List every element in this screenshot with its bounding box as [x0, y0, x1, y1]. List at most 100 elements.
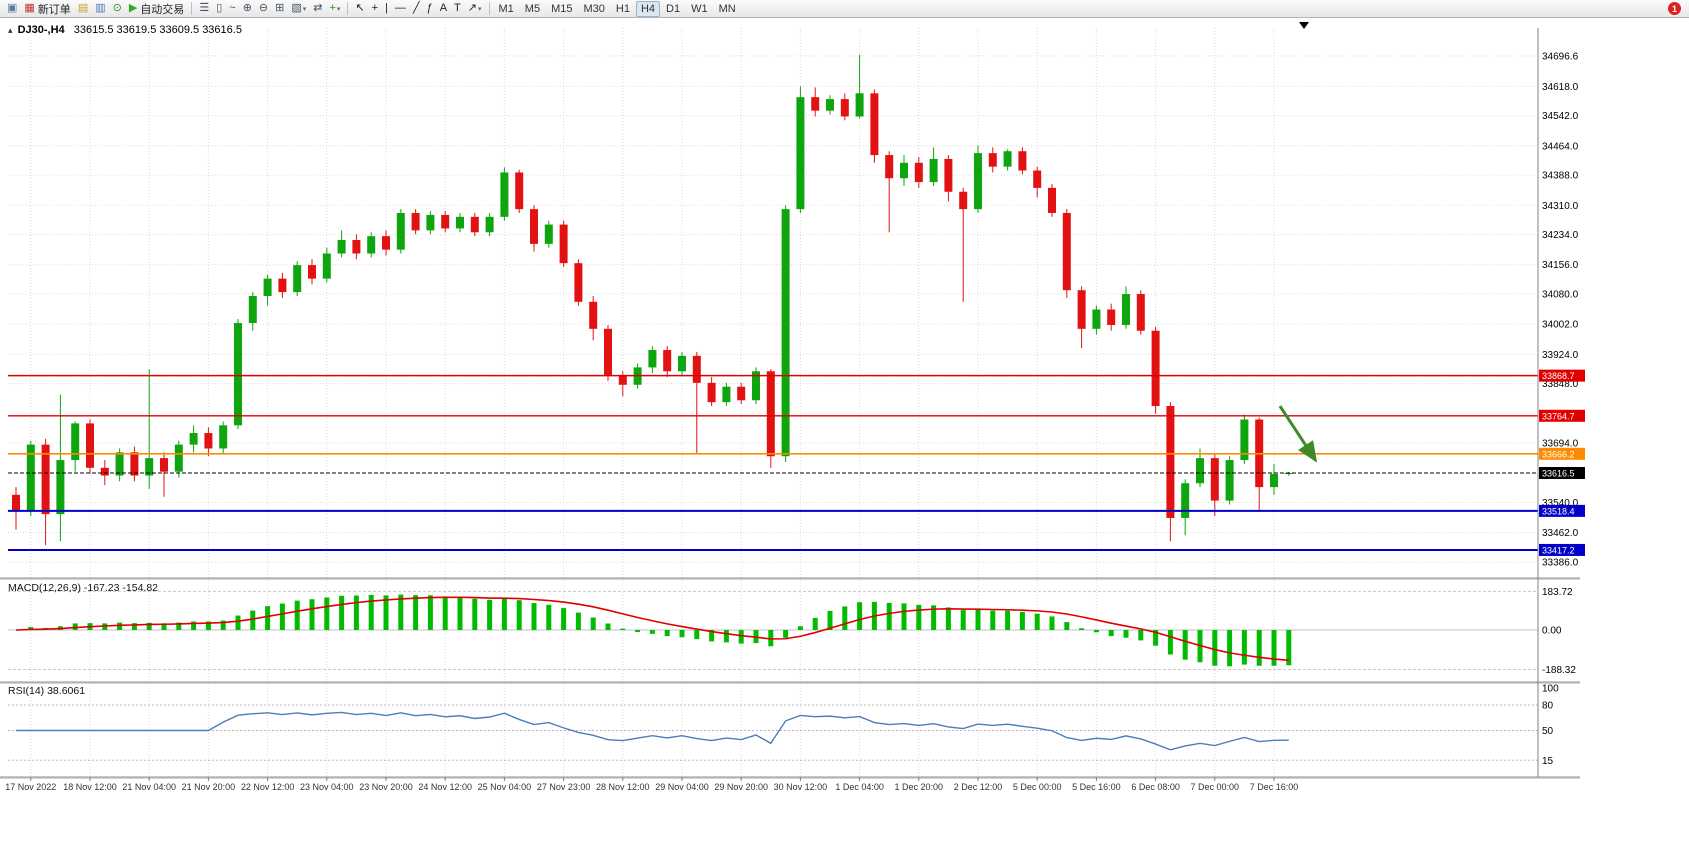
- svg-text:100: 100: [1542, 684, 1559, 695]
- dropdown-caret-icon: ▾: [336, 5, 341, 13]
- chart-window: 34696.6 34618.0 34542.0 34464.0 34388.0 34310…: [0, 18, 1689, 857]
- horizontal-line-icon[interactable]: —: [394, 2, 406, 14]
- svg-text:34618.0: 34618.0: [1542, 82, 1579, 93]
- svg-text:18 Nov 12:00: 18 Nov 12:00: [63, 782, 117, 792]
- arrows-icon[interactable]: ↗ ▾: [467, 2, 482, 14]
- svg-text:5 Dec 00:00: 5 Dec 00:00: [1013, 782, 1062, 792]
- svg-text:33518.4: 33518.4: [1542, 506, 1575, 516]
- svg-text:33386.0: 33386.0: [1542, 557, 1579, 568]
- dropdown-caret-icon: ▾: [478, 5, 482, 13]
- svg-text:30 Nov 12:00: 30 Nov 12:00: [774, 782, 828, 792]
- svg-text:34464.0: 34464.0: [1542, 141, 1579, 152]
- svg-text:5 Dec 16:00: 5 Dec 16:00: [1072, 782, 1121, 792]
- zoom-in-icon[interactable]: ⊕: [242, 2, 252, 14]
- svg-text:21 Nov 20:00: 21 Nov 20:00: [182, 782, 236, 792]
- text-icon[interactable]: A: [439, 2, 448, 14]
- svg-text:24 Nov 12:00: 24 Nov 12:00: [418, 782, 472, 792]
- timeframe-d1[interactable]: D1: [666, 2, 681, 15]
- svg-text:15: 15: [1542, 756, 1554, 767]
- timeframe-m1[interactable]: M1: [498, 2, 514, 15]
- bar-chart-type-icon[interactable]: ☰: [199, 2, 210, 14]
- auto-scroll-icon[interactable]: ⇄: [313, 2, 323, 14]
- svg-text:34156.0: 34156.0: [1542, 260, 1579, 271]
- timeframe-h4[interactable]: H4: [635, 0, 661, 17]
- svg-text:33764.7: 33764.7: [1542, 411, 1575, 421]
- timeframe-m15[interactable]: M15: [551, 2, 573, 15]
- new-order-button[interactable]: ▦ 新订单: [24, 2, 71, 16]
- autotrade-button[interactable]: ▶ 自动交易: [128, 2, 185, 16]
- fibonacci-icon[interactable]: ƒ: [426, 2, 433, 14]
- toolbar-separator: [488, 2, 490, 15]
- rsi-axis[interactable]: 100 80 50 15: [1542, 684, 1559, 767]
- trend-arrow-annotation[interactable]: [1278, 405, 1318, 463]
- scroll-marker[interactable]: [1299, 22, 1309, 29]
- charts-icon[interactable]: ▤: [77, 2, 89, 14]
- history-center-icon[interactable]: ⊙: [112, 2, 122, 14]
- macd-signal-line[interactable]: [15, 596, 1289, 662]
- svg-text:29 Nov 20:00: 29 Nov 20:00: [714, 782, 768, 792]
- vertical-line-icon[interactable]: |: [385, 2, 388, 14]
- tile-windows-icon[interactable]: ⊞: [275, 2, 285, 14]
- terminal-icon[interactable]: ▣: [7, 2, 18, 14]
- notification-badge[interactable]: 1: [1668, 2, 1681, 15]
- svg-text:34388.0: 34388.0: [1542, 171, 1579, 182]
- svg-text:33868.7: 33868.7: [1542, 371, 1575, 381]
- svg-text:34002.0: 34002.0: [1542, 320, 1579, 331]
- timeframe-w1[interactable]: W1: [691, 2, 708, 15]
- svg-text:33540.0: 33540.0: [1542, 498, 1579, 509]
- timeframe-h1[interactable]: H1: [615, 2, 630, 15]
- svg-text:7 Dec 00:00: 7 Dec 00:00: [1191, 782, 1240, 792]
- templates-icon[interactable]: ▧ ▾: [291, 2, 307, 14]
- candlestick-series[interactable]: [12, 54, 1293, 546]
- svg-text:33417.2: 33417.2: [1542, 545, 1575, 555]
- timeframe-m5[interactable]: M5: [524, 2, 541, 15]
- svg-text:21 Nov 04:00: 21 Nov 04:00: [122, 782, 176, 792]
- svg-text:34696.6: 34696.6: [1542, 52, 1579, 63]
- text-label-icon[interactable]: T: [454, 2, 461, 14]
- svg-text:28 Nov 12:00: 28 Nov 12:00: [596, 782, 650, 792]
- toolbar-separator: [191, 2, 193, 15]
- macd-axis[interactable]: 183.72 0.00 -188.32: [1542, 587, 1576, 676]
- svg-text:17 Nov 2022: 17 Nov 2022: [5, 782, 56, 792]
- svg-text:33694.0: 33694.0: [1542, 439, 1579, 450]
- svg-text:34080.0: 34080.0: [1542, 290, 1579, 301]
- svg-text:6 Dec 08:00: 6 Dec 08:00: [1131, 782, 1180, 792]
- grid: [8, 28, 1538, 777]
- svg-text:-188.32: -188.32: [1542, 665, 1576, 676]
- svg-text:34234.0: 34234.0: [1542, 230, 1579, 241]
- candlestick-chart-type-icon[interactable]: ▯: [216, 2, 223, 14]
- price-axis[interactable]: 34696.6 34618.0 34542.0 34464.0 34388.0 34310…: [1542, 52, 1579, 569]
- svg-text:183.72: 183.72: [1542, 587, 1573, 598]
- svg-text:33848.0: 33848.0: [1542, 379, 1579, 390]
- line-chart-type-icon[interactable]: ~: [229, 2, 236, 14]
- toolbar: ▣ ▦ 新订单 ▤ ▥ ⊙ ▶ 自动交易 ☰ ▯ ~ ⊕ ⊖ ⊞ ▧ ▾ ⇄ + ▾ ↖ + | — ╱ ƒ A T ↗ ▾ M1 M5 M1…: [0, 0, 1689, 18]
- svg-text:50: 50: [1542, 726, 1554, 737]
- market-watch-icon[interactable]: ▥: [95, 2, 106, 14]
- svg-text:33924.0: 33924.0: [1542, 350, 1579, 361]
- trendline-icon[interactable]: ╱: [412, 2, 420, 14]
- dropdown-caret-icon: ▾: [302, 5, 307, 13]
- chart-canvas[interactable]: 34696.6 34618.0 34542.0 34464.0 34388.0 34310…: [0, 18, 1689, 857]
- svg-text:25 Nov 04:00: 25 Nov 04:00: [478, 782, 532, 792]
- svg-text:80: 80: [1542, 701, 1554, 712]
- time-axis[interactable]: 17 Nov 2022 18 Nov 12:00 21 Nov 04:00 21 No…: [5, 777, 1298, 792]
- svg-text:33616.5: 33616.5: [1542, 469, 1575, 479]
- svg-text:0.00: 0.00: [1542, 626, 1562, 637]
- svg-text:1 Dec 04:00: 1 Dec 04:00: [835, 782, 884, 792]
- svg-text:23 Nov 20:00: 23 Nov 20:00: [359, 782, 413, 792]
- svg-text:27 Nov 23:00: 27 Nov 23:00: [537, 782, 591, 792]
- svg-text:1 Dec 20:00: 1 Dec 20:00: [895, 782, 944, 792]
- timeframe-m30[interactable]: M30: [583, 2, 605, 15]
- crosshair-icon[interactable]: +: [371, 2, 379, 14]
- svg-text:33462.0: 33462.0: [1542, 528, 1579, 539]
- indicators-icon[interactable]: + ▾: [329, 2, 341, 14]
- cursor-icon[interactable]: ↖: [355, 2, 365, 14]
- svg-text:33666.2: 33666.2: [1542, 449, 1575, 459]
- zoom-out-icon[interactable]: ⊖: [258, 2, 269, 14]
- svg-text:29 Nov 04:00: 29 Nov 04:00: [655, 782, 709, 792]
- rsi-line[interactable]: [16, 711, 1289, 751]
- svg-text:7 Dec 16:00: 7 Dec 16:00: [1250, 782, 1299, 792]
- svg-text:34542.0: 34542.0: [1542, 111, 1579, 122]
- timeframe-mn[interactable]: MN: [718, 2, 736, 15]
- svg-text:2 Dec 12:00: 2 Dec 12:00: [954, 782, 1003, 792]
